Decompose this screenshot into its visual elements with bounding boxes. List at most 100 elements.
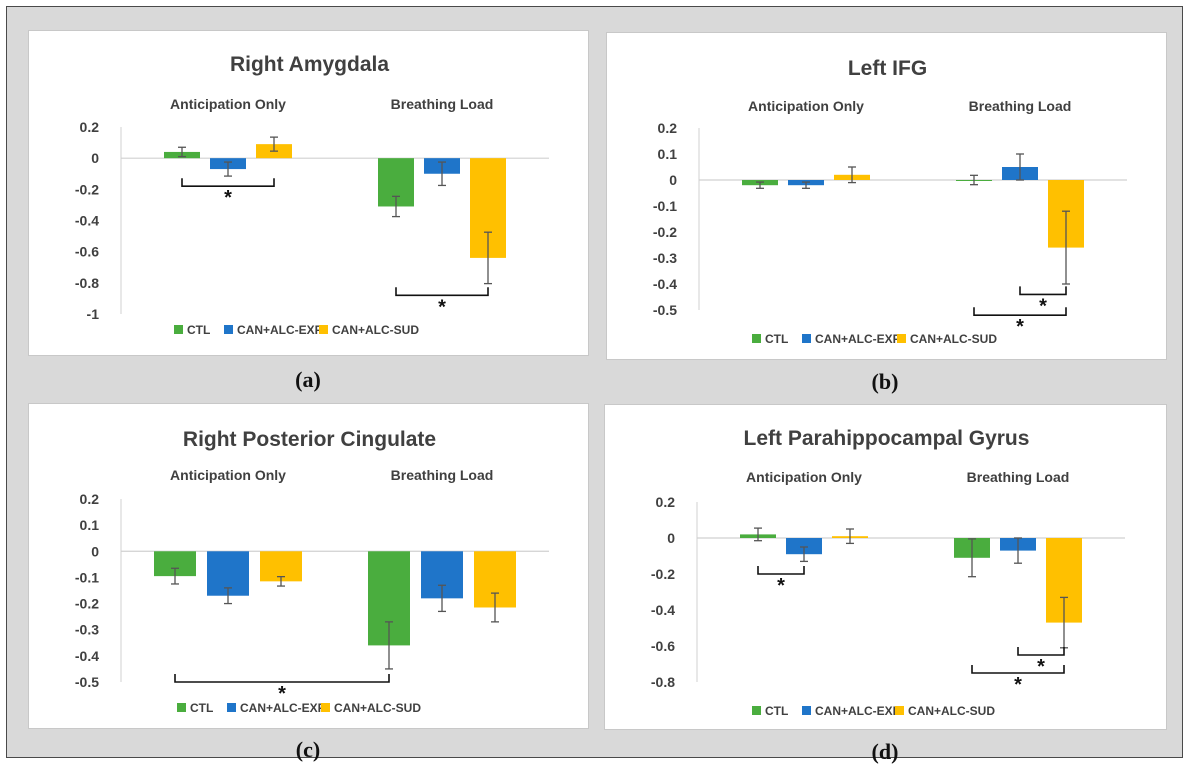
significance-asterisk: * bbox=[1039, 295, 1047, 317]
chart-svg: Left Parahippocampal Gyrus Anticipation O… bbox=[651, 427, 1125, 718]
y-tick-label: -0.3 bbox=[75, 622, 99, 638]
significance-bracket bbox=[971, 665, 1065, 674]
significance-bracket bbox=[973, 307, 1067, 317]
y-tick-label: -0.1 bbox=[653, 198, 677, 214]
error-bar bbox=[224, 161, 232, 177]
error-bar bbox=[1016, 153, 1024, 181]
y-tick-label: -0.2 bbox=[651, 566, 675, 582]
group-label-breathing-load: Breathing Load bbox=[969, 98, 1072, 114]
group-label-breathing-load: Breathing Load bbox=[391, 96, 494, 112]
chart-title: Left Parahippocampal Gyrus bbox=[744, 427, 1030, 450]
legend-swatch bbox=[224, 325, 233, 334]
y-tick-label: 0.2 bbox=[656, 494, 676, 510]
error-bar bbox=[438, 584, 446, 613]
chart-panel-left-parahippocampal-gyrus: Left Parahippocampal Gyrus Anticipation O… bbox=[604, 404, 1167, 730]
legend-item-can-alc-sud: CAN+ALC-SUD bbox=[321, 701, 421, 715]
error-bar bbox=[1062, 210, 1070, 285]
error-bar bbox=[178, 146, 186, 158]
y-tick-label: 0.2 bbox=[80, 119, 100, 135]
y-tick-label: -0.2 bbox=[75, 596, 99, 612]
legend-swatch bbox=[897, 334, 906, 343]
error-bar bbox=[846, 528, 854, 545]
chart-panel-right-posterior-cingulate: Right Posterior Cingulate Anticipation On… bbox=[28, 403, 589, 729]
y-tick-label: 0 bbox=[91, 543, 99, 559]
legend-item-can-alc-exp: CAN+ALC-EXP bbox=[802, 704, 901, 718]
error-bar bbox=[385, 621, 393, 670]
chart-title: Right Posterior Cingulate bbox=[183, 428, 436, 451]
error-bar bbox=[970, 174, 978, 186]
legend-swatch bbox=[319, 325, 328, 334]
error-bar bbox=[438, 161, 446, 187]
panel-label-b: (b) bbox=[871, 369, 899, 394]
legend-item-ctl: CTL bbox=[177, 701, 213, 715]
legend-label: CTL bbox=[187, 323, 210, 337]
legend-item-ctl: CTL bbox=[752, 704, 788, 718]
group-label-anticipation-only: Anticipation Only bbox=[746, 469, 862, 485]
legend-swatch bbox=[802, 706, 811, 715]
legend-label: CAN+ALC-EXP bbox=[815, 704, 901, 718]
legend-label: CTL bbox=[765, 704, 788, 718]
significance-asterisk: * bbox=[224, 187, 232, 209]
chart-title: Right Amygdala bbox=[230, 53, 389, 76]
y-tick-label: -0.5 bbox=[653, 302, 677, 318]
y-tick-label: -0.4 bbox=[651, 602, 675, 618]
significance-asterisk: * bbox=[1016, 316, 1024, 338]
error-bar bbox=[968, 538, 976, 578]
legend-item-ctl: CTL bbox=[752, 332, 788, 346]
chart-panel-left-ifg: Left IFG Anticipation Only Breathing Load 0… bbox=[606, 32, 1167, 360]
error-bar bbox=[277, 575, 285, 587]
legend-swatch bbox=[227, 703, 236, 712]
legend-label: CAN+ALC-SUD bbox=[334, 701, 421, 715]
y-tick-label: -0.4 bbox=[653, 276, 677, 292]
error-bar bbox=[756, 181, 764, 189]
y-tick-label: 0 bbox=[91, 150, 99, 166]
y-tick-label: -0.3 bbox=[653, 250, 677, 266]
legend-swatch bbox=[895, 706, 904, 715]
bar-can-alc-exp-anticipation-only bbox=[786, 538, 822, 555]
group-label-anticipation-only: Anticipation Only bbox=[170, 467, 286, 483]
error-bar bbox=[754, 527, 762, 542]
y-tick-label: 0.2 bbox=[658, 120, 678, 136]
error-bar bbox=[491, 592, 499, 623]
panel-label-d: (d) bbox=[871, 739, 899, 764]
group-label-breathing-load: Breathing Load bbox=[391, 467, 494, 483]
legend-label: CTL bbox=[190, 701, 213, 715]
figure-frame: Right Amygdala Anticipation Only Breathing… bbox=[6, 6, 1183, 764]
chart-title: Left IFG bbox=[848, 57, 927, 80]
significance-asterisk: * bbox=[1037, 656, 1045, 678]
error-bar bbox=[171, 567, 179, 585]
significance-bracket bbox=[1019, 286, 1067, 296]
y-tick-label: -0.4 bbox=[75, 213, 99, 229]
legend-label: CAN+ALC-EXP bbox=[237, 323, 323, 337]
legend-swatch bbox=[752, 706, 761, 715]
y-tick-label: 0.1 bbox=[80, 517, 100, 533]
legend-swatch bbox=[174, 325, 183, 334]
legend-swatch bbox=[752, 334, 761, 343]
y-tick-label: -0.1 bbox=[75, 569, 99, 585]
y-tick-label: 0 bbox=[669, 172, 677, 188]
error-bar bbox=[270, 136, 278, 152]
legend-item-can-alc-sud: CAN+ALC-SUD bbox=[319, 323, 419, 337]
legend-item-can-alc-exp: CAN+ALC-EXP bbox=[227, 701, 326, 715]
significance-asterisk: * bbox=[278, 683, 286, 705]
significance-asterisk: * bbox=[438, 296, 446, 318]
legend-item-can-alc-exp: CAN+ALC-EXP bbox=[224, 323, 323, 337]
legend-swatch bbox=[321, 703, 330, 712]
error-bar bbox=[224, 587, 232, 605]
significance-asterisk: * bbox=[777, 575, 785, 597]
legend-item-can-alc-exp: CAN+ALC-EXP bbox=[802, 332, 901, 346]
legend-swatch bbox=[177, 703, 186, 712]
legend-item-ctl: CTL bbox=[174, 323, 210, 337]
legend-label: CTL bbox=[765, 332, 788, 346]
legend-label: CAN+ALC-SUD bbox=[910, 332, 997, 346]
group-label-breathing-load: Breathing Load bbox=[967, 469, 1070, 485]
legend-label: CAN+ALC-EXP bbox=[815, 332, 901, 346]
y-tick-label: -0.6 bbox=[75, 244, 99, 260]
significance-bracket bbox=[181, 178, 275, 188]
y-tick-label: -0.8 bbox=[651, 674, 675, 690]
significance-asterisk: * bbox=[1014, 674, 1022, 696]
legend-item-can-alc-sud: CAN+ALC-SUD bbox=[897, 332, 997, 346]
y-tick-label: -0.4 bbox=[75, 648, 99, 664]
group-label-anticipation-only: Anticipation Only bbox=[170, 96, 286, 112]
chart-svg: Right Posterior Cingulate Anticipation On… bbox=[75, 428, 549, 715]
